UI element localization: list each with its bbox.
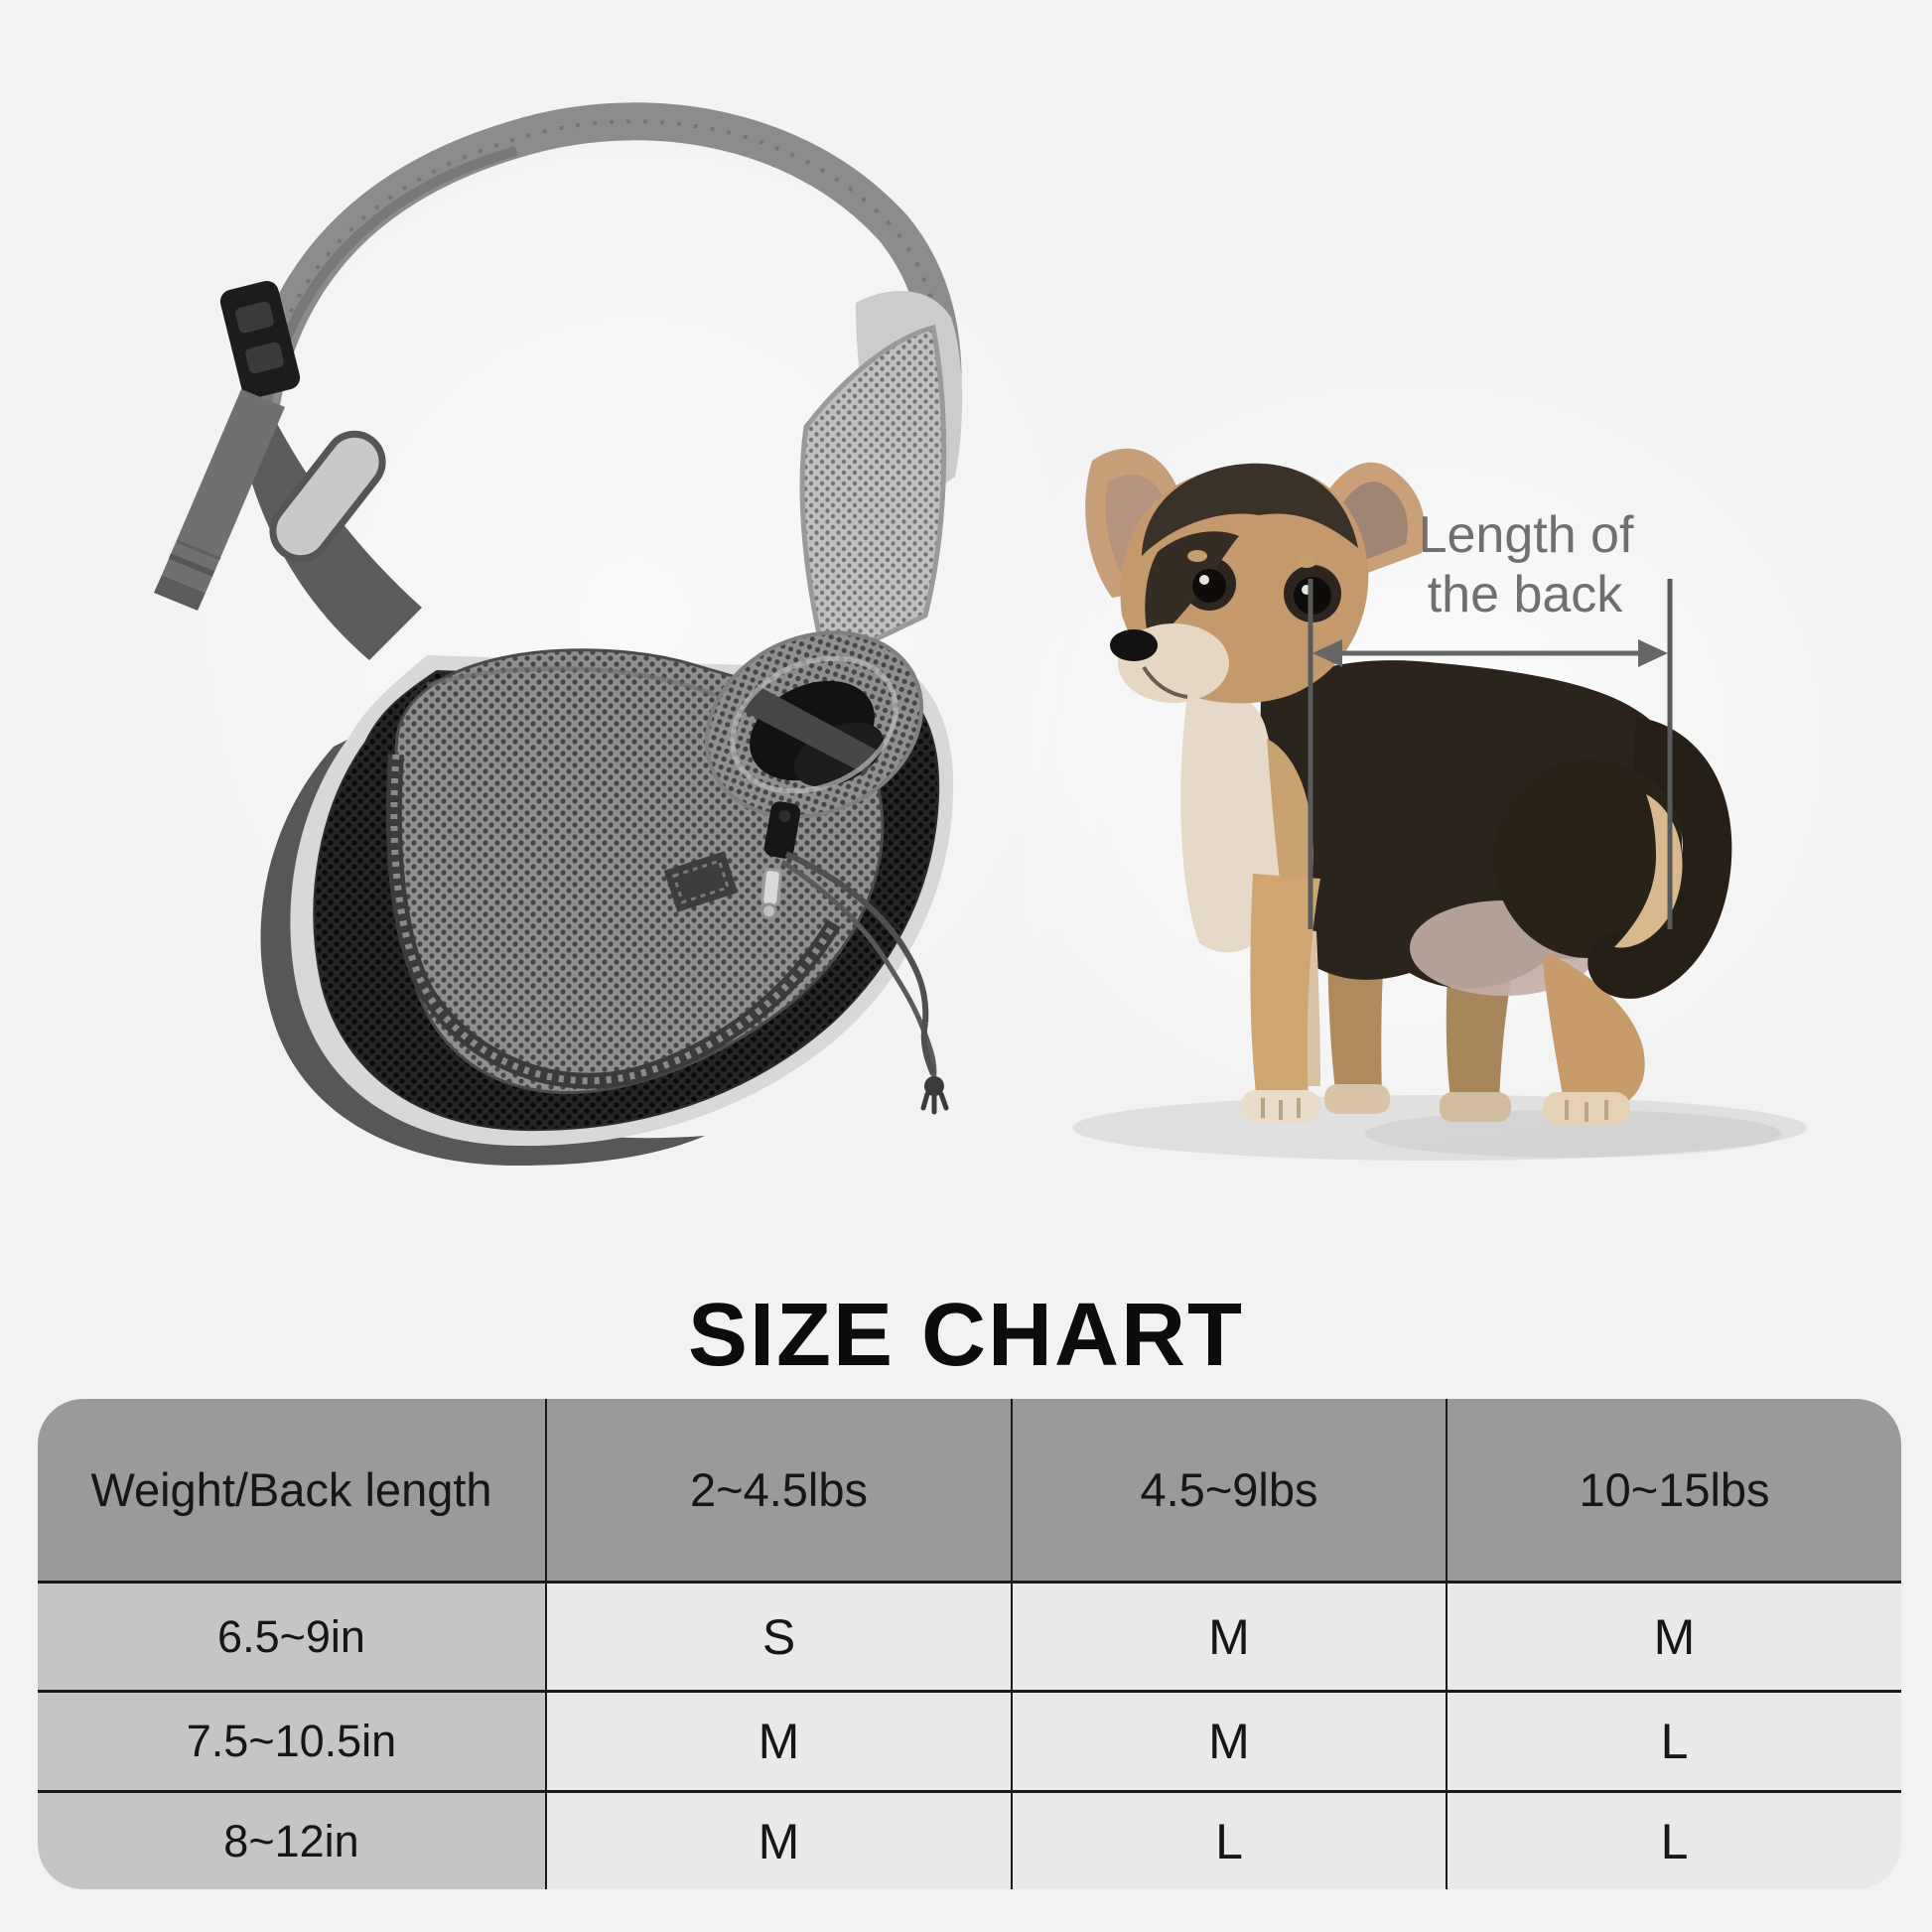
measurement-arrow — [1312, 639, 1668, 667]
row-label: 7.5~10.5in — [38, 1690, 547, 1790]
size-cell: L — [1448, 1790, 1901, 1889]
chihuahua-photo — [1023, 338, 1837, 1162]
shoulder-strap — [237, 102, 962, 461]
cord-lock — [763, 801, 801, 859]
chihuahua-illustration — [1085, 448, 1732, 1125]
header-cell-4-5-9lbs: 4.5~9lbs — [1013, 1399, 1448, 1581]
sling-bag-photo — [139, 50, 1132, 1191]
size-cell: L — [1448, 1690, 1901, 1790]
back-length-annotation: Length of the back — [1308, 506, 1673, 929]
row-label: 6.5~9in — [38, 1581, 547, 1690]
size-cell: M — [547, 1690, 1013, 1790]
measurement-label-line1: Length of — [1419, 506, 1634, 564]
size-cell: M — [1013, 1581, 1448, 1690]
strap-buckle — [219, 280, 301, 399]
size-cell: L — [1013, 1790, 1448, 1889]
dog-shadow — [1072, 1095, 1807, 1161]
measurement-label-line2: the back — [1428, 566, 1624, 623]
bag-opening — [704, 630, 924, 819]
size-cell: S — [547, 1581, 1013, 1690]
side-mesh-pocket — [799, 324, 947, 667]
strap-tail — [154, 389, 285, 611]
size-cell: M — [547, 1790, 1013, 1889]
row-label: 8~12in — [38, 1790, 547, 1889]
strap-pad — [241, 402, 422, 660]
header-cell-2-4-5lbs: 2~4.5lbs — [547, 1399, 1013, 1581]
webbing-tab — [663, 851, 739, 912]
drawstring-cord — [780, 851, 949, 1115]
size-chart-title: SIZE CHART — [688, 1286, 1244, 1385]
header-cell-10-15lbs: 10~15lbs — [1448, 1399, 1901, 1581]
size-chart-table: Weight/Back length 2~4.5lbs 4.5~9lbs 10~… — [38, 1399, 1901, 1889]
zipper-pull — [759, 868, 782, 920]
size-cell: M — [1448, 1581, 1901, 1690]
header-cell-weight-back-length: Weight/Back length — [38, 1399, 547, 1581]
size-cell: M — [1013, 1690, 1448, 1790]
